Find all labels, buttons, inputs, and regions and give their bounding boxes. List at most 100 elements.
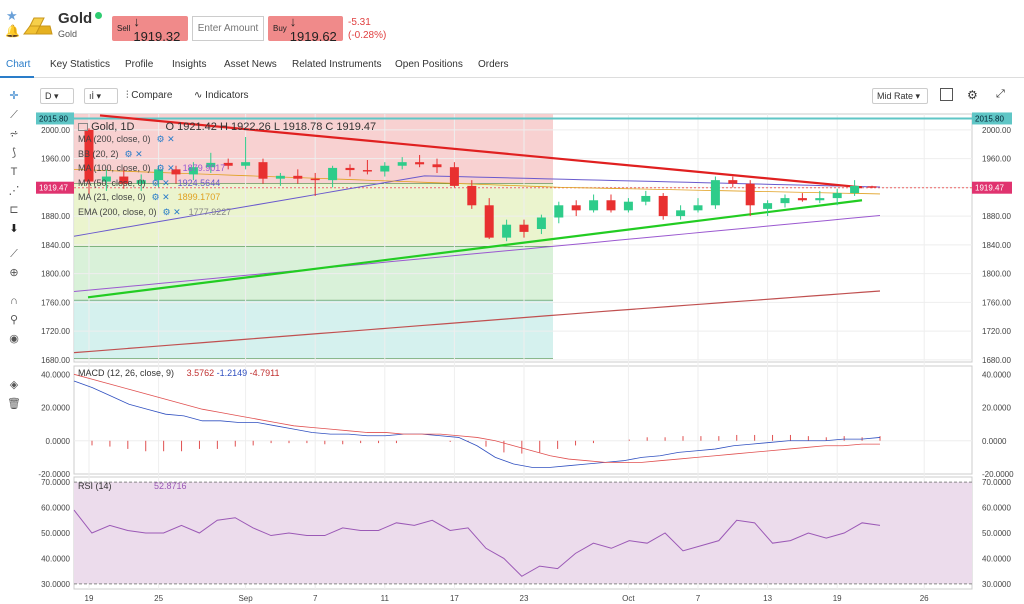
amount-input[interactable] <box>192 16 264 41</box>
indicator-row[interactable]: EMA (200, close, 0) ⚙ ✕ 1777.9227 <box>78 206 376 221</box>
indicator-settings-icon[interactable]: ⚙ ✕ <box>151 192 170 202</box>
brush-icon[interactable]: ⟆ <box>11 147 17 159</box>
candle-body <box>589 200 599 211</box>
zone-teal <box>74 300 553 359</box>
ma50-line <box>73 175 881 237</box>
fullscreen-box-icon[interactable] <box>940 88 953 101</box>
indicator-settings-icon[interactable]: ⚙ ✕ <box>156 134 175 144</box>
rsi-tick-right: 30.0000 <box>982 580 1011 589</box>
interval-select[interactable]: D ▾ <box>40 88 74 104</box>
candle-body <box>850 185 860 194</box>
indicator-settings-icon[interactable]: ⚙ ✕ <box>124 148 143 159</box>
indicator-settings-icon[interactable]: ⚙ ✕ <box>162 206 181 217</box>
pattern-icon[interactable]: ⋰ <box>8 185 20 197</box>
fork-icon[interactable]: ⊏ <box>9 204 19 216</box>
trash-icon[interactable]: 🗑 <box>7 398 21 410</box>
price-change: -5.31 (-0.28%) <box>348 16 386 42</box>
arrow-down-icon[interactable]: ⬇ <box>9 223 19 235</box>
ohlc-high: H 1922.26 <box>219 121 271 133</box>
lock-draw-icon[interactable]: ⚲ <box>9 314 19 326</box>
price-tick-right: 1760.00 <box>982 298 1011 307</box>
candle-body <box>606 200 616 211</box>
gear-icon[interactable]: ⚙ <box>967 88 978 102</box>
text-icon[interactable]: T <box>10 166 18 178</box>
buy-button[interactable]: Buy ↓ 1919.62 <box>268 14 343 44</box>
magnet-icon[interactable]: ∩ <box>10 295 18 307</box>
candle-body <box>432 164 442 168</box>
sell-button[interactable]: Sell ↓ 1919.32 <box>112 13 188 44</box>
price-tick-right: 1880.00 <box>982 212 1011 221</box>
ohlc-close: C 1919.47 <box>325 121 377 133</box>
indicator-settings-icon[interactable]: ⚙ ✕ <box>156 163 175 173</box>
tab-key-statistics[interactable]: Key Statistics <box>50 59 111 70</box>
chart-type-select[interactable]: ıİ ▾ <box>84 88 118 104</box>
line-icon[interactable]: ⟋ <box>10 109 18 121</box>
expand-icon[interactable]: ⤢ <box>996 88 1005 100</box>
indicator-row[interactable]: BB (20, 2) ⚙ ✕ <box>78 148 376 163</box>
candle-body <box>241 162 251 166</box>
candle-body <box>154 169 164 181</box>
indicator-value: 1924.5644 <box>177 177 221 188</box>
tab-open-positions[interactable]: Open Positions <box>395 59 463 70</box>
rsi-band <box>74 482 972 584</box>
current-price-marker-bg <box>36 181 74 194</box>
high-marker: 2015.80 <box>39 114 68 123</box>
candle-body <box>258 162 268 179</box>
bell-icon[interactable]: 🔔 <box>5 24 20 38</box>
date-tick: 17 <box>450 594 459 603</box>
indicator-row[interactable]: MA (21, close, 0) ⚙ ✕ 1899.1707 <box>78 191 376 206</box>
sell-price: ↓ 1919.32 <box>133 13 181 44</box>
indicator-row[interactable]: MA (50, close, 0) ⚙ ✕ 1924.5644 <box>78 177 376 192</box>
tab-profile[interactable]: Profile <box>125 59 154 70</box>
indicator-settings-icon[interactable]: ⚙ ✕ <box>151 177 170 188</box>
chart-toolbar: D ▾ ıİ ▾ ⫶ Compare ∿ Indicators Mid Rate… <box>0 80 1024 112</box>
market-open-indicator <box>95 12 102 19</box>
eye-icon[interactable]: ◉ <box>9 333 19 345</box>
current-price-marker: 1919.47 <box>39 184 68 193</box>
change-absolute: -5.31 <box>348 17 371 28</box>
tab-asset-news[interactable]: Asset News <box>224 59 277 70</box>
candle-body <box>397 162 407 166</box>
macd-pane-frame <box>73 365 973 475</box>
ohlc-low: L 1918.78 <box>273 121 323 133</box>
indicator-row[interactable]: MA (100, close, 0) ⚙ ✕ 1879.9017 <box>78 162 376 177</box>
macd-line <box>73 380 881 468</box>
macd-label: MACD (12, 26, close, 9) <box>78 368 175 378</box>
instrument-title: Gold <box>58 10 93 27</box>
ohlc-legend: Gold, 1D O 1921.42 H 1922.26 L 1918.78 C… <box>78 121 376 133</box>
date-tick: Oct <box>622 594 635 603</box>
indicators-button[interactable]: ∿ Indicators <box>194 90 249 101</box>
ruler-icon[interactable]: ⟋ <box>10 248 18 260</box>
star-icon[interactable]: ★ <box>6 8 18 23</box>
tab-related-instruments[interactable]: Related Instruments <box>292 59 382 70</box>
chart-legend: Gold, 1D O 1921.42 H 1922.26 L 1918.78 C… <box>78 121 376 220</box>
drawing-tools-sidebar: ✛ ⟋ ⩫ ⟆ T ⋰ ⊏ ⬇ ⟋ ⊕ ∩ ⚲ ◉ ◈ 🗑 <box>0 84 30 414</box>
macd-tick-left: 40.0000 <box>41 370 70 379</box>
layers-icon[interactable]: ◈ <box>9 379 19 391</box>
rate-select[interactable]: Mid Rate ▾ <box>872 88 928 104</box>
date-tick: 7 <box>696 594 701 603</box>
tab-orders[interactable]: Orders <box>478 59 509 70</box>
price-tick-left: 1840.00 <box>41 241 70 250</box>
macd-hist-value: -4.7911 <box>249 368 280 378</box>
tab-chart[interactable]: Chart <box>6 59 31 70</box>
tab-insights[interactable]: Insights <box>172 59 207 70</box>
fib-icon[interactable]: ⩫ <box>9 128 19 140</box>
price-tick-left: 1800.00 <box>41 270 70 279</box>
date-tick: 7 <box>313 594 318 603</box>
candle-body <box>206 162 216 168</box>
candle-body <box>310 178 320 181</box>
ohlc-open: O 1921.42 <box>165 121 217 133</box>
crosshair-icon[interactable]: ✛ <box>9 90 19 102</box>
compare-button[interactable]: ⫶ Compare <box>126 90 172 101</box>
candle-body <box>519 224 529 232</box>
collapse-icon[interactable] <box>78 123 88 132</box>
candle-body <box>728 180 738 184</box>
zoom-icon[interactable]: ⊕ <box>9 267 19 279</box>
candle-body <box>710 180 720 206</box>
ma21-line <box>73 168 881 195</box>
macd-tick-right: 40.0000 <box>982 370 1011 379</box>
date-tick: Sep <box>238 594 253 603</box>
indicator-row[interactable]: MA (200, close, 0) ⚙ ✕ <box>78 133 376 148</box>
